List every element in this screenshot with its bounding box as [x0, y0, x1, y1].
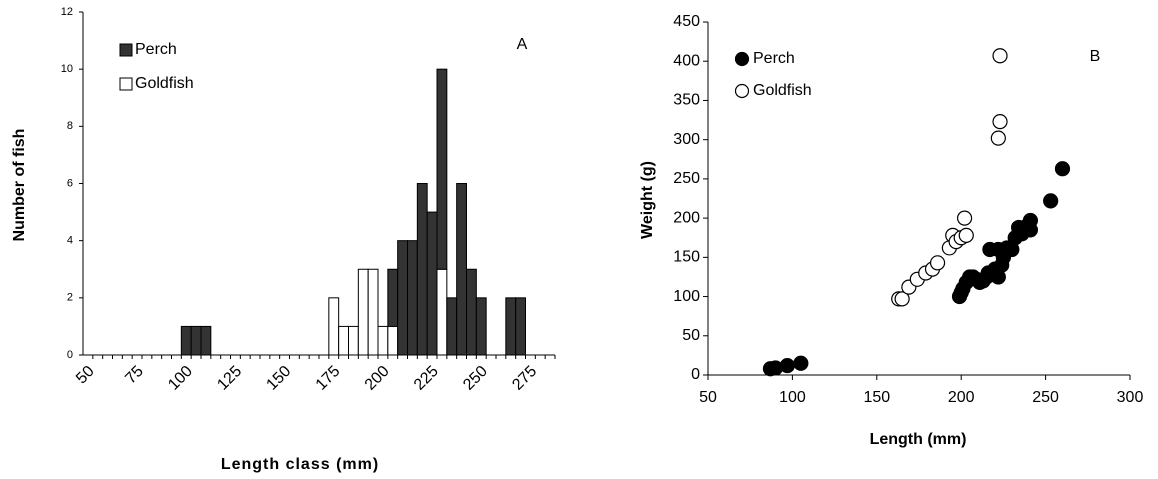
- bar: [466, 268, 477, 356]
- y-tick-label: 6: [67, 177, 73, 189]
- y-tick-label: 250: [673, 170, 700, 187]
- x-tick-label: 275: [509, 363, 540, 394]
- bar: [328, 297, 340, 356]
- legend-label: Goldfish: [753, 82, 812, 99]
- x-tick-label: 50: [73, 363, 98, 388]
- x-tick-label: 225: [411, 363, 442, 394]
- point: [992, 114, 1008, 130]
- bar: [446, 297, 458, 356]
- y-tick-label: 0: [691, 366, 700, 383]
- x-tick-label: 175: [313, 363, 344, 394]
- y-tick-label: 150: [673, 249, 700, 266]
- bar: [397, 240, 408, 356]
- legend-swatch: [119, 77, 133, 91]
- y-tick-label: 450: [673, 13, 700, 30]
- y-tick-label: 12: [61, 6, 73, 18]
- panel-label: B: [1090, 48, 1101, 65]
- y-tick-label: 300: [673, 131, 700, 148]
- point: [1022, 222, 1039, 238]
- x-tick-label: 300: [1117, 389, 1144, 406]
- x-tick-label: 100: [779, 389, 806, 406]
- x-tick-label: 200: [362, 363, 393, 394]
- y-axis-title: Number of fish: [11, 129, 28, 242]
- y-tick-label: 200: [673, 209, 700, 226]
- y-axis-title: Weight (g): [639, 161, 656, 239]
- y-tick-label: 400: [673, 52, 700, 69]
- x-tick-label: 250: [460, 363, 491, 394]
- point: [992, 48, 1008, 64]
- x-tick-label: 150: [263, 363, 294, 394]
- bar: [180, 325, 192, 356]
- bar: [367, 268, 379, 356]
- x-tick-label: 250: [1032, 389, 1059, 406]
- bar: [348, 325, 359, 356]
- point: [793, 355, 809, 371]
- x-axis-title: Length (mm): [870, 431, 967, 448]
- point: [929, 255, 946, 271]
- y-tick-label: 350: [673, 92, 700, 109]
- bar: [515, 297, 527, 356]
- y-tick-label: 8: [67, 120, 73, 132]
- x-axis-title: Length class (mm): [221, 456, 379, 473]
- bar: [475, 297, 487, 356]
- legend-marker: [734, 51, 750, 67]
- x-tick-label: 200: [948, 389, 975, 406]
- bar: [377, 325, 389, 356]
- x-tick-label: 75: [122, 363, 147, 388]
- legend-swatch: [119, 43, 133, 57]
- legend-label: Perch: [753, 50, 795, 67]
- bar: [190, 325, 202, 356]
- point: [894, 291, 910, 307]
- bar: [387, 325, 399, 356]
- y-tick-label: 10: [61, 63, 73, 75]
- y-tick-label: 100: [673, 288, 700, 305]
- y-tick-label: 4: [67, 235, 73, 247]
- x-tick-label: 150: [863, 389, 890, 406]
- bar: [456, 183, 467, 356]
- legend-marker: [734, 83, 750, 99]
- x-tick-label: 100: [165, 363, 196, 394]
- bar: [436, 268, 448, 356]
- y-tick-label: 50: [682, 327, 700, 344]
- bar: [338, 325, 349, 356]
- bar: [436, 68, 448, 270]
- bar: [505, 297, 517, 356]
- legend-label: Goldfish: [135, 75, 194, 92]
- point: [958, 227, 974, 243]
- y-tick-label: 0: [67, 349, 73, 361]
- point: [990, 130, 1006, 146]
- legend-label: Perch: [135, 41, 177, 58]
- bar: [387, 268, 399, 327]
- panel-label: A: [517, 36, 528, 53]
- point: [779, 357, 795, 374]
- x-tick-label: 50: [699, 389, 717, 406]
- bar: [357, 268, 369, 356]
- point: [956, 210, 973, 226]
- y-tick-label: 2: [67, 292, 73, 304]
- point: [1054, 161, 1071, 177]
- bar: [407, 240, 418, 356]
- bar: [426, 211, 438, 356]
- point: [1043, 193, 1059, 209]
- bar: [200, 325, 212, 356]
- x-tick-label: 125: [214, 363, 245, 394]
- bar: [416, 183, 428, 356]
